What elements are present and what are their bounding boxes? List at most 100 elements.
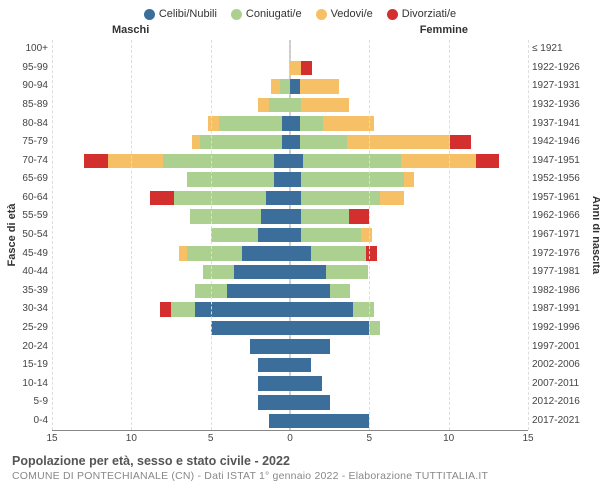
male-bar <box>52 244 290 263</box>
male-bar <box>52 133 290 152</box>
age-label: 90-94 <box>22 77 48 96</box>
birth-year-label: 1957-1961 <box>532 189 580 208</box>
birth-year-label: 1922-1926 <box>532 59 580 78</box>
grid-line <box>52 40 53 430</box>
male-bar <box>52 282 290 301</box>
bar-segment <box>300 79 340 93</box>
bar-segment <box>361 228 372 242</box>
y-axis-left: 100+95-9990-9485-8980-8475-7970-7465-696… <box>12 40 52 430</box>
pyramid-row <box>52 40 528 59</box>
bar-segment <box>290 61 301 75</box>
female-bar <box>290 114 528 133</box>
grid-line <box>528 40 529 430</box>
bar-segment <box>258 395 290 409</box>
bar-segment <box>290 284 330 298</box>
bar-segment <box>347 135 450 149</box>
legend-swatch <box>387 9 398 20</box>
female-bar <box>290 412 528 431</box>
female-bar <box>290 207 528 226</box>
chart-container: Celibi/NubiliConiugati/eVedovi/eDivorzia… <box>0 0 600 500</box>
bar-segment <box>290 414 369 428</box>
bar-segment <box>282 135 290 149</box>
pyramid-row <box>52 300 528 319</box>
birth-year-label: 1947-1951 <box>532 151 580 170</box>
bar-segment <box>290 302 353 316</box>
bar-segment <box>290 116 300 130</box>
pyramid-row <box>52 337 528 356</box>
age-label: 45-49 <box>22 244 48 263</box>
bar-segment <box>290 191 301 205</box>
bar-segment <box>258 358 290 372</box>
pyramid-row <box>52 207 528 226</box>
pyramid-row <box>52 244 528 263</box>
pyramid-row <box>52 189 528 208</box>
female-bar <box>290 59 528 78</box>
bar-segment <box>450 135 471 149</box>
pyramid-row <box>52 226 528 245</box>
bar-segment <box>290 98 301 112</box>
male-bar <box>52 170 290 189</box>
bar-segment <box>301 228 361 242</box>
male-bar <box>52 59 290 78</box>
female-bar <box>290 337 528 356</box>
grid-line <box>369 40 370 430</box>
bar-segment <box>404 172 414 186</box>
x-tick: 15 <box>46 433 57 444</box>
chart-title: Popolazione per età, sesso e stato civil… <box>12 454 588 468</box>
bar-segment <box>369 321 380 335</box>
bar-segment <box>242 246 290 260</box>
bar-segment <box>266 191 290 205</box>
male-bar <box>52 337 290 356</box>
pyramid-row <box>52 114 528 133</box>
male-bar <box>52 226 290 245</box>
female-bar <box>290 300 528 319</box>
age-label: 35-39 <box>22 282 48 301</box>
age-label: 0-4 <box>34 412 48 431</box>
bar-segment <box>290 265 326 279</box>
female-bar <box>290 393 528 412</box>
male-bar <box>52 40 290 59</box>
birth-year-label: 1952-1956 <box>532 170 580 189</box>
x-tick: 15 <box>522 433 533 444</box>
age-label: 25-29 <box>22 319 48 338</box>
bar-segment <box>258 98 269 112</box>
chart-body: Fasce di età 100+95-9990-9485-8980-8475-… <box>12 40 588 430</box>
bar-segment <box>274 172 290 186</box>
bar-segment <box>311 246 367 260</box>
pyramid-row <box>52 412 528 431</box>
legend-item: Divorziati/e <box>387 8 456 20</box>
birth-year-label: 1977-1981 <box>532 263 580 282</box>
pyramid-row <box>52 77 528 96</box>
female-bar <box>290 189 528 208</box>
birth-year-label: 1937-1941 <box>532 114 580 133</box>
pyramid-row <box>52 374 528 393</box>
x-tick: 5 <box>367 433 373 444</box>
female-bar <box>290 96 528 115</box>
bar-segment <box>190 209 261 223</box>
legend-swatch <box>144 9 155 20</box>
bar-segment <box>274 154 290 168</box>
bar-segment <box>211 321 290 335</box>
bar-segment <box>108 154 164 168</box>
birth-year-label: 2017-2021 <box>532 412 580 431</box>
bar-segment <box>250 339 290 353</box>
bar-segment <box>269 98 290 112</box>
bar-segment <box>300 135 348 149</box>
x-tick: 10 <box>443 433 454 444</box>
age-label: 100+ <box>25 40 48 59</box>
legend-swatch <box>231 9 242 20</box>
bar-segment <box>290 228 301 242</box>
female-label: Femmine <box>420 24 468 36</box>
pyramid-row <box>52 319 528 338</box>
male-label: Maschi <box>112 24 149 36</box>
birth-year-label: 1927-1931 <box>532 77 580 96</box>
legend-item: Vedovi/e <box>316 8 373 20</box>
male-bar <box>52 300 290 319</box>
age-label: 40-44 <box>22 263 48 282</box>
bar-segment <box>330 284 351 298</box>
bar-segment <box>258 376 290 390</box>
male-bar <box>52 374 290 393</box>
grid-line <box>131 40 132 430</box>
bar-segment <box>187 246 243 260</box>
pyramid-row <box>52 393 528 412</box>
